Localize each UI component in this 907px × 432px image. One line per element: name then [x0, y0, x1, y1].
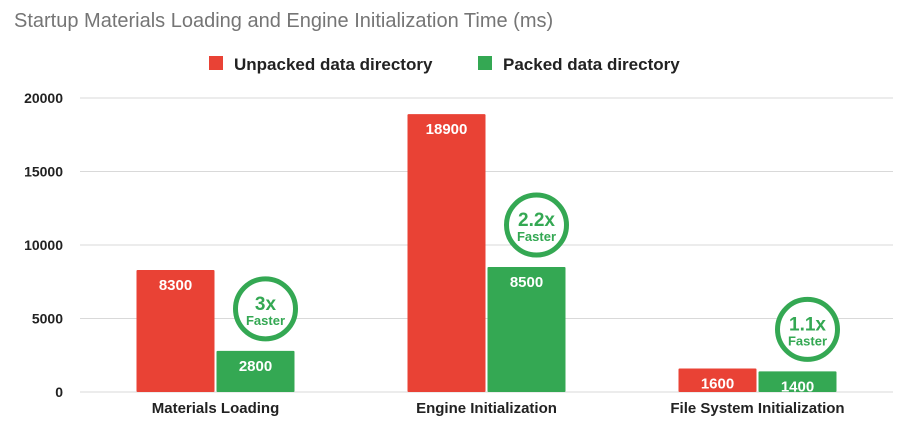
bar-unpacked: [678, 368, 757, 392]
legend: Unpacked data directory Packed data dire…: [209, 55, 680, 74]
bar-value-label: 2800: [239, 358, 272, 375]
bar-packed: [216, 350, 295, 392]
speedup-badge-ring: [775, 296, 840, 362]
bar-value-label: 1400: [781, 378, 814, 395]
speedup-badge-ring: [233, 276, 298, 342]
bar-value-label: 18900: [426, 121, 468, 138]
speedup-badge-ring: [504, 192, 569, 258]
chart-title: Startup Materials Loading and Engine Ini…: [14, 10, 553, 32]
x-tick-label: Engine Initialization: [416, 400, 557, 417]
x-tick-label: Materials Loading: [152, 400, 280, 417]
x-axis-ticks: Materials Loading Engine Initialization Fi…: [152, 400, 845, 417]
bar-packed: [758, 371, 837, 392]
y-axis-ticks: 0 5000 10000 15000 20000: [24, 90, 63, 400]
gridlines: [80, 97, 893, 393]
bar-value-label: 8500: [510, 274, 543, 291]
speedup-factor: 1.1x: [789, 314, 826, 335]
legend-label-unpacked: Unpacked data directory: [234, 55, 433, 74]
legend-swatch-unpacked: [209, 56, 223, 70]
y-tick-label: 10000: [24, 237, 63, 253]
y-tick-label: 0: [55, 384, 63, 400]
y-tick-label: 20000: [24, 90, 63, 106]
speedup-factor: 2.2x: [518, 210, 555, 231]
legend-swatch-packed: [478, 56, 492, 70]
speedup-caption: Faster: [246, 313, 285, 328]
bar-unpacked: [407, 114, 486, 393]
y-tick-label: 15000: [24, 164, 63, 180]
y-tick-label: 5000: [32, 311, 63, 327]
legend-label-packed: Packed data directory: [503, 55, 680, 74]
speedup-factor: 3x: [255, 294, 277, 315]
bar-packed: [487, 267, 566, 392]
x-tick-label: File System Initialization: [670, 400, 844, 417]
bar-value-labels: 8300 2800 18900 8500 1600 1400: [159, 121, 814, 395]
bars: [136, 114, 837, 393]
speedup-caption: Faster: [517, 229, 556, 244]
bar-unpacked: [136, 269, 215, 392]
speedup-caption: Faster: [788, 333, 827, 348]
bar-value-label: 8300: [159, 277, 192, 294]
bar-value-label: 1600: [701, 375, 734, 392]
